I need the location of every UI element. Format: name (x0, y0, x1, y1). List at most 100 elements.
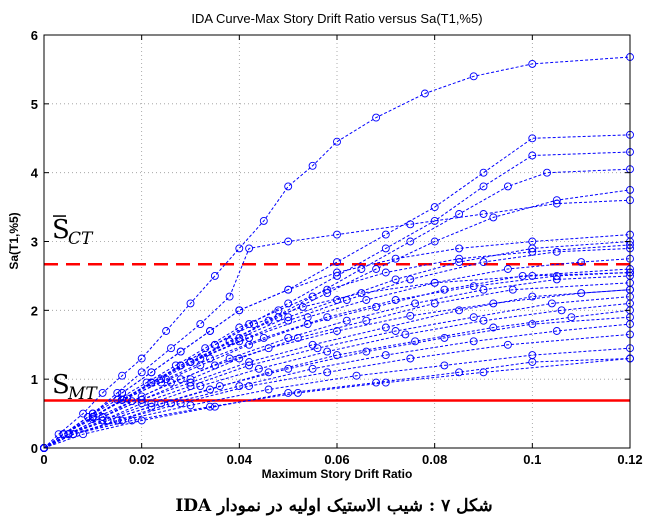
x-tick-label: 0.12 (617, 452, 642, 467)
series-point (167, 378, 175, 387)
series-point (503, 265, 512, 273)
series-point (118, 416, 127, 425)
series-group (40, 53, 634, 452)
series-point (245, 320, 254, 329)
series-point (469, 313, 478, 322)
series-point (577, 258, 586, 267)
y-tick-label: 6 (31, 28, 38, 43)
series-line (43, 282, 631, 449)
series-point (440, 333, 449, 342)
series-point (406, 237, 415, 246)
series-point (479, 316, 488, 325)
series-point (186, 378, 195, 387)
series-point (323, 285, 332, 294)
series-point (362, 347, 371, 356)
series-point (118, 395, 127, 404)
series-point (245, 382, 254, 391)
series-point (552, 271, 561, 280)
series-point (552, 196, 561, 205)
series-point (381, 244, 390, 253)
x-tick-label: 0.02 (129, 452, 154, 467)
series-point (235, 306, 244, 315)
series-point (64, 430, 73, 439)
series-point (323, 368, 332, 377)
series-point (142, 378, 151, 387)
reference-lines (44, 262, 630, 402)
series-point (225, 292, 234, 301)
series-point (543, 168, 551, 177)
series-point (479, 210, 488, 218)
series-point (196, 320, 205, 329)
smt-label-subscript: MT (67, 384, 98, 404)
series-point (391, 296, 400, 304)
series-point (430, 203, 439, 212)
series-point (176, 399, 185, 408)
series-point (411, 337, 420, 346)
series-point (323, 313, 332, 322)
series-point (167, 399, 175, 408)
series-point (264, 385, 273, 394)
series-point (147, 378, 156, 387)
series-point (196, 382, 205, 391)
series-point (552, 247, 561, 256)
series-point (333, 137, 341, 146)
series-point (235, 323, 244, 332)
smt-label: S (52, 370, 70, 400)
series-point (528, 292, 537, 301)
series-point (259, 216, 268, 225)
series-point (479, 258, 488, 267)
series-point (215, 382, 224, 391)
series-point (293, 388, 302, 397)
series-point (118, 371, 127, 380)
figure-caption: شکل ۷ : شیب الاستیک اولیه در نمودار IDA (175, 496, 493, 516)
series-line (43, 56, 631, 449)
series-point (381, 323, 390, 332)
series-line (43, 275, 631, 449)
series-point (147, 402, 156, 411)
series-point (440, 285, 449, 294)
series-point (479, 168, 488, 177)
series-point (430, 278, 439, 287)
series-point (206, 327, 214, 335)
series-point (333, 351, 341, 360)
series-point (406, 311, 415, 320)
series-point (372, 265, 381, 273)
series-point (528, 59, 537, 68)
series-point (171, 361, 180, 370)
series-point (455, 254, 464, 263)
series-line (43, 302, 631, 449)
ticks: 0 0.02 0.04 0.06 0.08 0.1 0.12 0 1 2 3 4 5 6 (31, 28, 643, 467)
series-point (455, 210, 464, 218)
y-tick-label: 2 (31, 303, 38, 318)
sct-label-subscript: CT (68, 229, 94, 249)
y-tick-label: 4 (31, 166, 39, 181)
series-point (264, 368, 273, 377)
series-point (333, 230, 341, 239)
series-point (284, 299, 293, 308)
series-point (503, 182, 512, 191)
series-point (352, 371, 361, 380)
series-point (333, 268, 341, 277)
x-tick-label: 0.04 (227, 452, 253, 467)
series-point (489, 323, 498, 332)
series-point (479, 182, 488, 191)
series-point (186, 299, 195, 308)
series-point (176, 347, 185, 356)
series-point (123, 394, 131, 403)
series-point (469, 282, 478, 291)
series-point (83, 413, 92, 421)
series-point (298, 302, 307, 311)
x-tick-label: 0.1 (523, 452, 541, 467)
series-point (196, 361, 205, 370)
series-point (406, 275, 415, 284)
series-point (547, 299, 556, 308)
series-point (357, 289, 366, 298)
series-line (43, 199, 631, 449)
series-point (333, 271, 341, 280)
series-point (137, 368, 146, 377)
series-point (391, 275, 400, 284)
series-point (455, 306, 464, 315)
series-point (293, 333, 302, 342)
series-point (503, 340, 512, 349)
